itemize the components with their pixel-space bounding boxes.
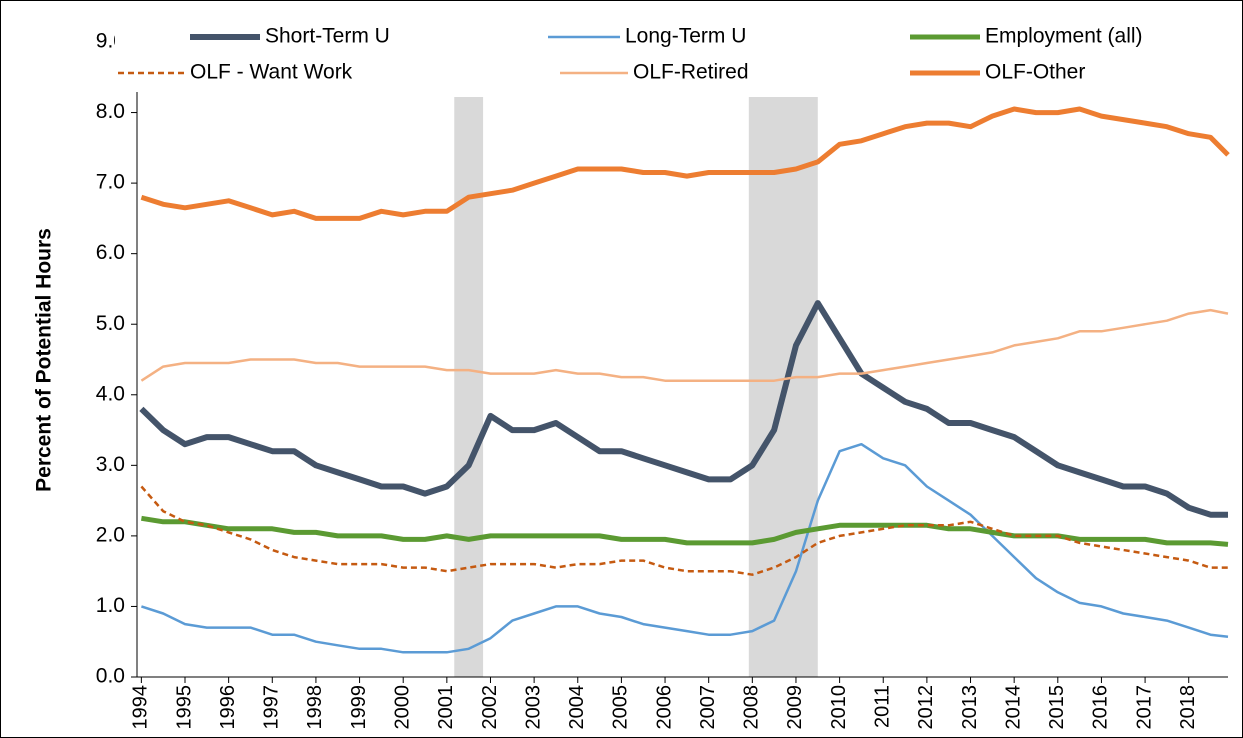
y-tick-label: 7.0	[96, 171, 125, 194]
y-tick-label: 8.0	[96, 100, 125, 123]
x-tick-label: 2007	[697, 685, 719, 730]
x-tick-label: 2000	[391, 685, 413, 730]
x-tick-label: 2009	[784, 685, 806, 730]
x-tick-label: 2013	[959, 685, 981, 730]
x-tick-label: 2010	[828, 685, 850, 730]
x-tick-label: 2002	[479, 685, 501, 730]
x-tick-label: 2004	[566, 685, 588, 730]
x-tick-label: 2005	[610, 685, 632, 730]
x-tick-label: 2003	[522, 685, 544, 730]
x-tick-label: 2014	[1002, 685, 1024, 730]
series-line	[140, 485, 1228, 576]
x-tick-label: 1999	[348, 685, 370, 730]
x-tick-label: 2018	[1177, 685, 1199, 730]
series-line	[139, 300, 1228, 518]
legend-label: Short-Term U	[265, 25, 390, 48]
x-tick-label: 2012	[915, 685, 937, 730]
y-tick-label: 0.0	[96, 665, 125, 688]
x-tick-label: 2006	[653, 685, 675, 730]
x-tick-label: 2015	[1046, 685, 1068, 730]
recession-band	[454, 97, 484, 677]
y-tick-label: 2.0	[96, 523, 125, 546]
y-tick-label: 1.0	[96, 594, 125, 617]
legend-box	[115, 20, 1220, 92]
x-tick-label: 2011	[872, 685, 894, 728]
legend-label: OLF - Want Work	[190, 61, 353, 84]
legend-label: OLF-Retired	[633, 61, 749, 84]
x-tick-label: 1998	[304, 685, 326, 730]
y-tick-label: 4.0	[96, 382, 125, 405]
x-tick-label: 2001	[435, 685, 457, 730]
series-line	[140, 308, 1229, 382]
series-line	[141, 442, 1229, 654]
y-axis-label: Percent of Potential Hours	[33, 228, 56, 492]
series-line	[140, 106, 1230, 221]
legend-label: Long-Term U	[625, 25, 746, 48]
x-tick-label: 2016	[1090, 685, 1112, 730]
y-tick-label: 5.0	[96, 312, 125, 335]
legend-label: Employment (all)	[985, 25, 1143, 48]
legend-label: OLF-Other	[985, 61, 1085, 84]
x-tick-label: 1997	[261, 685, 283, 730]
y-tick-label: 3.0	[96, 453, 125, 476]
x-tick-label: 2017	[1133, 685, 1155, 730]
x-tick-label: 2008	[741, 685, 763, 730]
y-tick-label: 6.0	[96, 241, 125, 264]
x-tick-label: 1994	[130, 685, 152, 730]
x-tick-label: 1996	[217, 685, 239, 730]
x-tick-label: 1995	[173, 685, 195, 730]
